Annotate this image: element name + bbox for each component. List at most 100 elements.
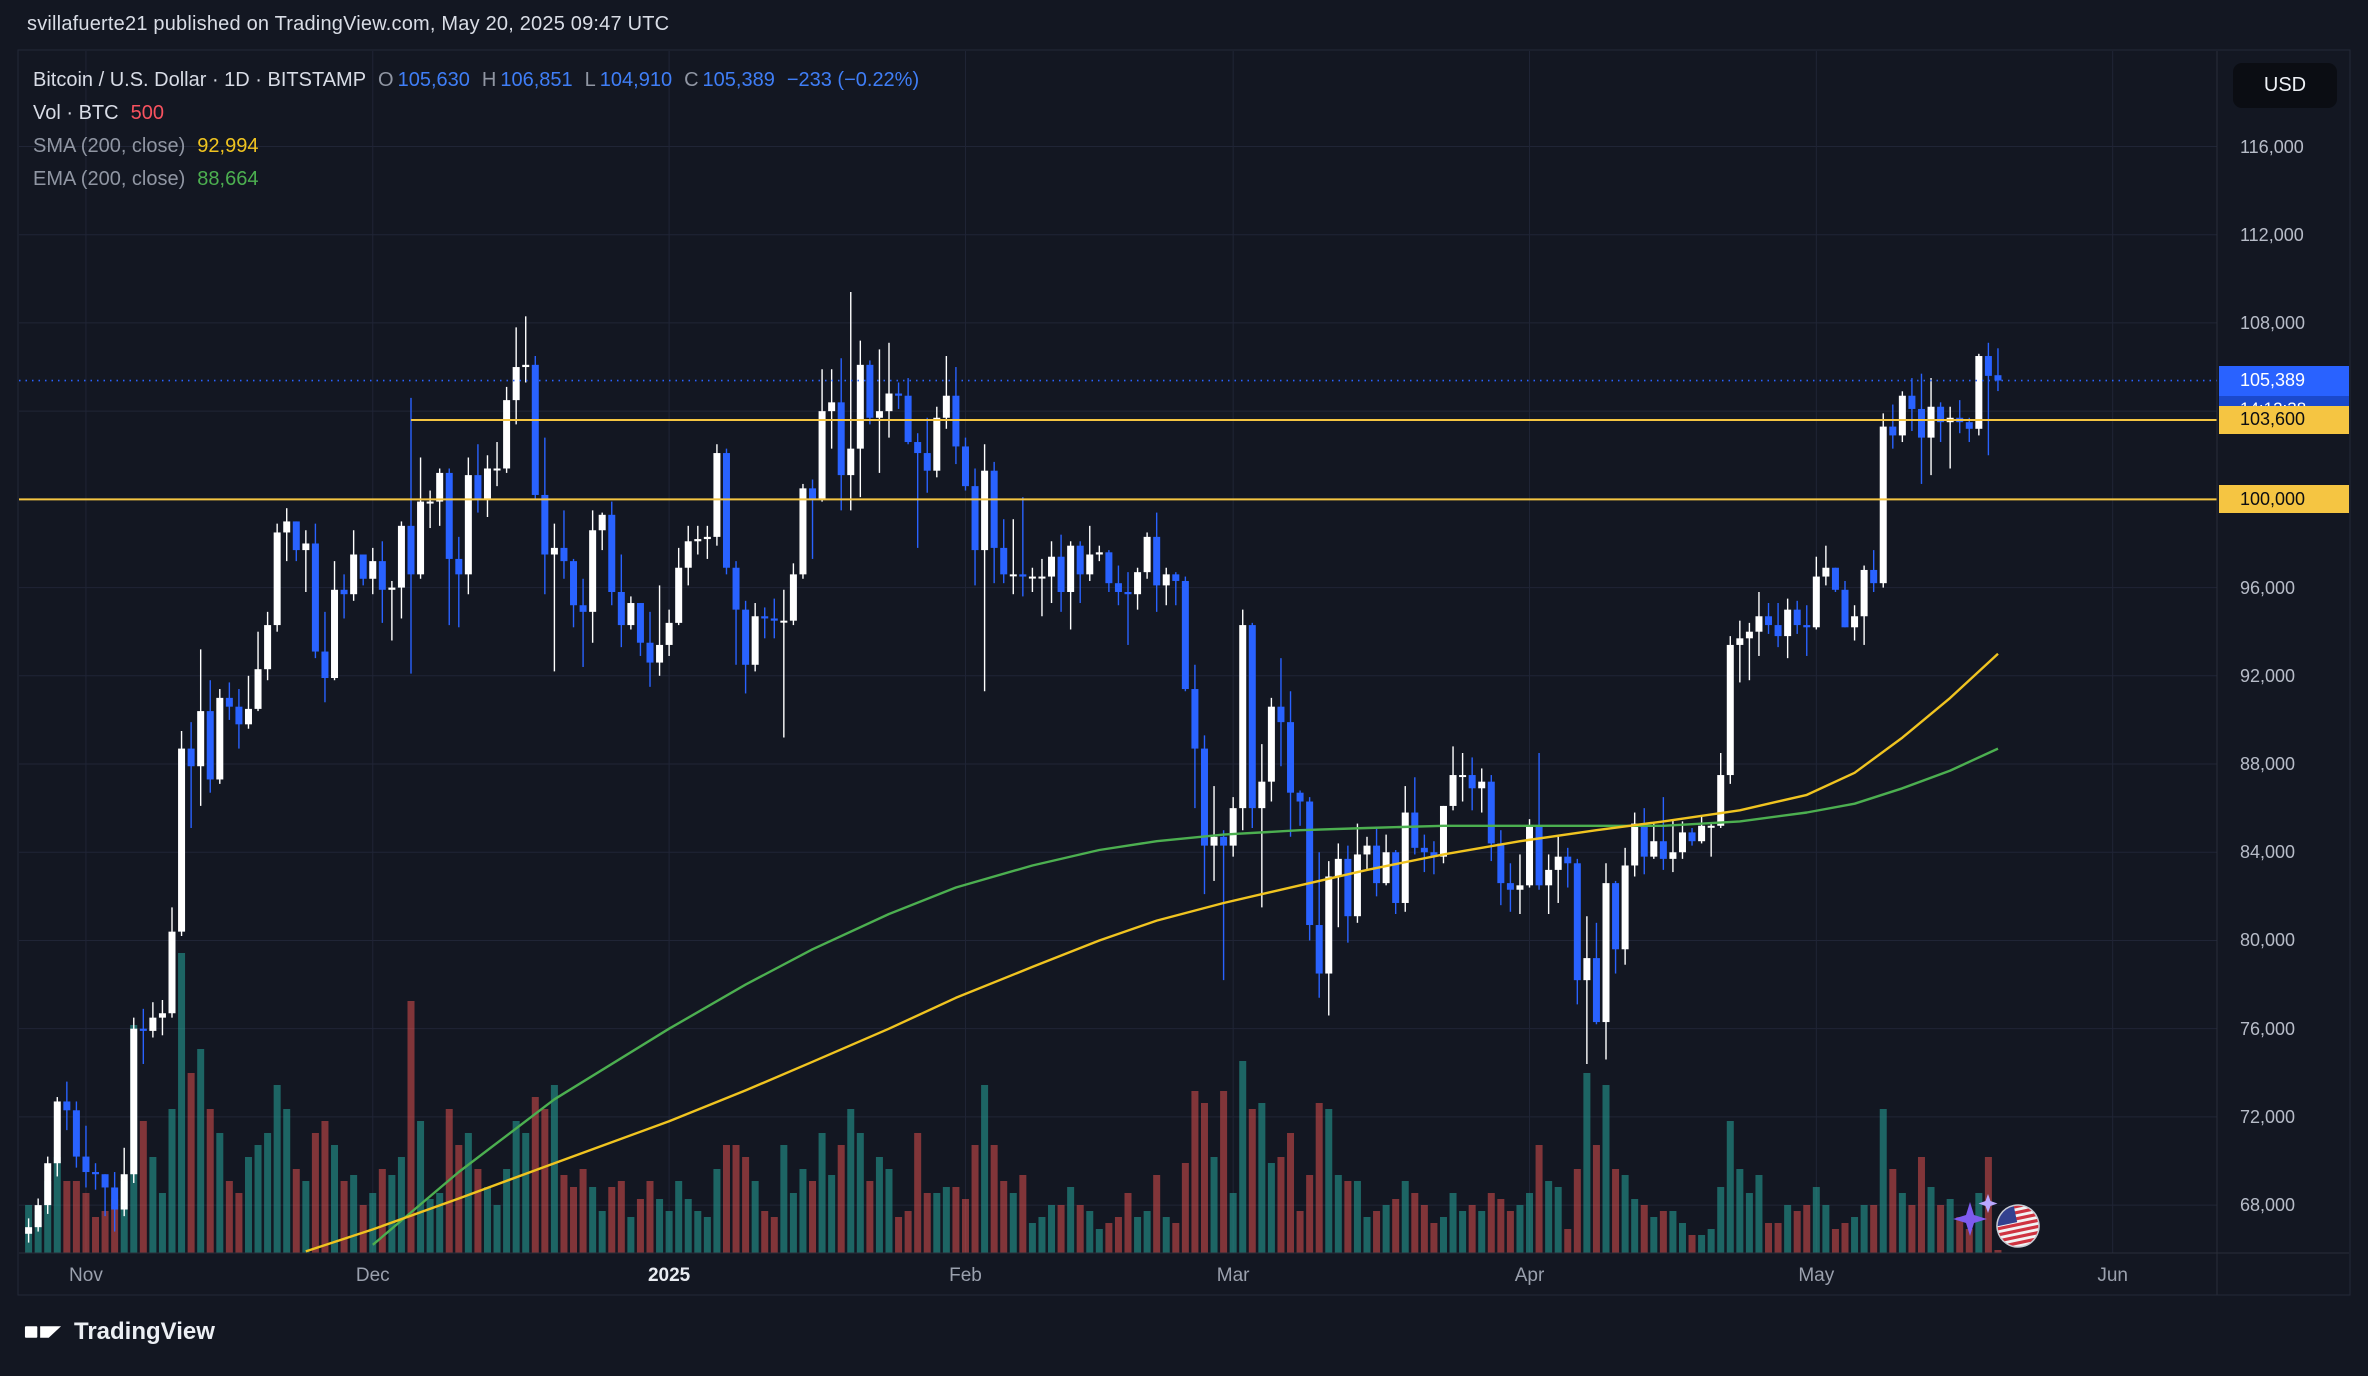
- candle-body: [1143, 536, 1151, 573]
- candle-body: [1038, 576, 1046, 579]
- volume-bar: [1573, 1169, 1581, 1253]
- volume-bar: [168, 1109, 176, 1253]
- candle-body: [1612, 883, 1620, 950]
- small-sparkle-icon: [1978, 1194, 1998, 1213]
- candle-body: [1439, 805, 1447, 857]
- volume-bar: [436, 1193, 444, 1253]
- volume-bar: [1678, 1223, 1686, 1253]
- volume-bar: [1707, 1229, 1715, 1253]
- volume-bar: [1602, 1085, 1610, 1253]
- volume-bar: [1765, 1223, 1773, 1253]
- candle-body: [1248, 625, 1256, 809]
- candle-body: [158, 1013, 166, 1018]
- volume-bar: [1487, 1193, 1495, 1253]
- volume-bar: [866, 1181, 874, 1253]
- volume-bar: [694, 1211, 702, 1253]
- candle-body: [1812, 576, 1820, 628]
- attribution-bar: svillafuerte21 published on TradingView.…: [27, 0, 669, 48]
- candle-body: [235, 706, 243, 725]
- volume-bar: [981, 1085, 989, 1253]
- legend-symbol-row[interactable]: Bitcoin / U.S. Dollar · 1D · BITSTAMP O …: [33, 64, 919, 97]
- candle-body: [971, 486, 979, 551]
- volume-bar: [1736, 1169, 1744, 1253]
- candle-body: [636, 603, 644, 643]
- candle-body: [522, 364, 530, 368]
- volume-bar: [1086, 1211, 1094, 1253]
- candle-body: [904, 395, 912, 443]
- legend-ema-row[interactable]: EMA (200, close) 88,664: [33, 163, 919, 196]
- volume-bar: [120, 1181, 128, 1253]
- volume-bar: [197, 1049, 205, 1253]
- candle-body: [1401, 812, 1409, 903]
- tradingview-footer-link[interactable]: TradingView: [24, 1318, 215, 1346]
- candle-body: [1076, 545, 1084, 575]
- volume-bar: [311, 1133, 319, 1253]
- candle-body: [1659, 841, 1667, 859]
- legend-volume-row[interactable]: Vol · BTC 500: [33, 97, 919, 130]
- volume-bar: [1430, 1223, 1438, 1253]
- candle-body: [225, 697, 233, 707]
- time-axis-label: Apr: [1514, 1265, 1545, 1286]
- time-axis-label: Mar: [1216, 1265, 1250, 1286]
- candle-body: [206, 711, 214, 780]
- candle-body: [856, 364, 864, 449]
- volume-bar: [579, 1169, 587, 1253]
- candle-body: [187, 748, 195, 767]
- volume-bar: [1392, 1199, 1400, 1253]
- volume-bar: [1306, 1175, 1314, 1253]
- candle-body: [1678, 832, 1686, 853]
- candle-body: [92, 1172, 100, 1175]
- candle-body: [25, 1227, 33, 1234]
- candle-body: [1765, 616, 1773, 626]
- candle-body: [302, 543, 310, 551]
- candle-body: [598, 514, 606, 531]
- sma-value: 92,994: [197, 135, 259, 157]
- candle-body: [866, 364, 874, 418]
- ohlc-open-label: O: [378, 69, 394, 91]
- volume-bar: [63, 1181, 71, 1253]
- candle-body: [1134, 572, 1142, 595]
- legend-sma-row[interactable]: SMA (200, close) 92,994: [33, 130, 919, 163]
- volume-bar: [713, 1169, 721, 1253]
- volume-bar: [732, 1145, 740, 1253]
- candle-body: [1870, 569, 1878, 584]
- volume-bar: [1057, 1205, 1065, 1253]
- volume-bar: [1497, 1199, 1505, 1253]
- volume-bar: [1583, 1073, 1591, 1253]
- candle-body: [579, 605, 587, 612]
- volume-bar: [856, 1133, 864, 1253]
- volume-bar: [1277, 1157, 1285, 1253]
- volume-bar: [1535, 1145, 1543, 1253]
- volume-bar: [158, 1193, 166, 1253]
- time-axis[interactable]: Nov Dec 2025 Feb Mar Apr May Jun: [0, 1261, 2368, 1293]
- currency-usd-button[interactable]: USD: [2233, 63, 2337, 108]
- candle-body: [1067, 545, 1075, 593]
- volume-bar: [1334, 1175, 1342, 1253]
- volume-bar: [703, 1217, 711, 1253]
- time-axis-label: Jun: [2097, 1265, 2128, 1286]
- volume-bar: [1612, 1169, 1620, 1253]
- candle-body: [1650, 841, 1658, 857]
- candle-body: [1927, 406, 1935, 438]
- candle-body: [952, 395, 960, 447]
- volume-bar: [1927, 1187, 1935, 1253]
- volume-bar: [92, 1217, 100, 1253]
- volume-bar: [1860, 1205, 1868, 1253]
- candle-body: [311, 543, 319, 652]
- candle-body: [761, 616, 769, 619]
- chart-widget-border: [17, 49, 2351, 1296]
- volume-bar: [1851, 1217, 1859, 1253]
- volume-bar: [206, 1109, 214, 1253]
- volume-bar: [1688, 1235, 1696, 1253]
- volume-bar: [722, 1145, 730, 1253]
- volume-bar: [187, 1073, 195, 1253]
- volume-bar: [512, 1121, 520, 1253]
- volume-bar: [244, 1157, 252, 1253]
- candle-body: [1296, 792, 1304, 802]
- volume-bar: [1745, 1193, 1753, 1253]
- candle-body: [818, 411, 826, 500]
- volume-bar: [1420, 1205, 1428, 1253]
- volume-bar: [1162, 1217, 1170, 1253]
- volume-bar: [914, 1133, 922, 1253]
